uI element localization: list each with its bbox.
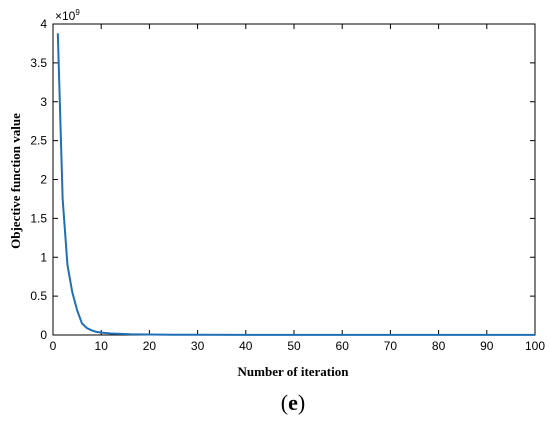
y-tick-label: 2	[40, 173, 47, 187]
y-tick-label: 2.5	[30, 134, 47, 148]
x-tick-label: 10	[95, 339, 109, 353]
y-tick-label: 0	[40, 328, 47, 342]
plot-area	[52, 23, 536, 336]
x-tick-label: 100	[525, 339, 545, 353]
x-tick-label: 0	[50, 339, 57, 353]
y-tick-label: 1	[40, 250, 47, 264]
y-tick-label: 4	[40, 17, 47, 31]
caption-open: (	[281, 390, 288, 415]
y-axis-label: Objective function value	[8, 113, 23, 249]
tick-labels: 0 10 20 30 40 50 60 70 80 90 100 0 0.5 1 1.5 2 2.5 3 3.5 4	[30, 17, 545, 353]
x-tick-label: 70	[384, 339, 398, 353]
y-exponent-base: ×10	[55, 9, 76, 23]
x-axis-label: Number of iteration	[238, 364, 350, 379]
y-tick-label: 0.5	[30, 289, 47, 303]
x-tick-label: 60	[336, 339, 350, 353]
y-exponent-label: ×109	[55, 8, 80, 23]
x-tick-label: 40	[239, 339, 253, 353]
caption-close: )	[298, 390, 305, 415]
series-line	[56, 33, 535, 336]
y-tick-label: 3	[40, 95, 47, 109]
y-exponent-power: 9	[75, 8, 80, 17]
y-tick-label: 3.5	[30, 56, 47, 70]
series-layer	[56, 33, 535, 336]
figure-caption: (e)	[281, 390, 305, 415]
tick-marks	[52, 23, 536, 336]
x-tick-label: 20	[143, 339, 157, 353]
x-tick-label: 80	[432, 339, 446, 353]
caption-letter: e	[288, 390, 298, 415]
x-tick-label: 90	[480, 339, 494, 353]
x-tick-label: 50	[287, 339, 301, 353]
y-tick-label: 1.5	[30, 211, 47, 225]
x-tick-label: 30	[191, 339, 205, 353]
